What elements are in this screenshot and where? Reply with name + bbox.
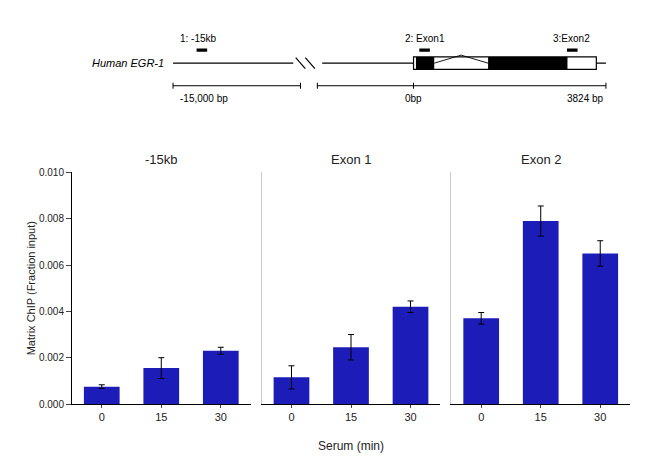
svg-text:Exon 1: Exon 1 [331,152,371,167]
svg-text:Matrix ChIP (Fraction input): Matrix ChIP (Fraction input) [25,221,37,355]
svg-text:0.006: 0.006 [39,260,64,271]
svg-text:15: 15 [155,411,167,423]
svg-text:15: 15 [345,411,357,423]
svg-text:0.000: 0.000 [39,399,64,410]
svg-text:0.010: 0.010 [39,167,64,178]
svg-text:-15,000 bp: -15,000 bp [180,93,228,104]
svg-text:0.002: 0.002 [39,352,64,363]
svg-text:Exon 2: Exon 2 [521,152,561,167]
svg-text:0: 0 [99,411,105,423]
svg-text:Human EGR-1: Human EGR-1 [92,57,164,69]
svg-text:3:Exon2: 3:Exon2 [553,33,590,44]
svg-text:15: 15 [535,411,547,423]
svg-text:-15kb: -15kb [145,152,178,167]
svg-text:30: 30 [404,411,416,423]
svg-text:30: 30 [594,411,606,423]
svg-text:Serum (min): Serum (min) [318,439,384,453]
svg-text:0: 0 [288,411,294,423]
svg-text:0.004: 0.004 [39,306,64,317]
svg-text:0.008: 0.008 [39,213,64,224]
svg-text:30: 30 [215,411,227,423]
svg-text:0bp: 0bp [405,93,422,104]
svg-text:2: Exon1: 2: Exon1 [405,33,445,44]
svg-text:3824 bp: 3824 bp [567,93,604,104]
svg-text:1: -15kb: 1: -15kb [180,33,217,44]
svg-text:0: 0 [478,411,484,423]
